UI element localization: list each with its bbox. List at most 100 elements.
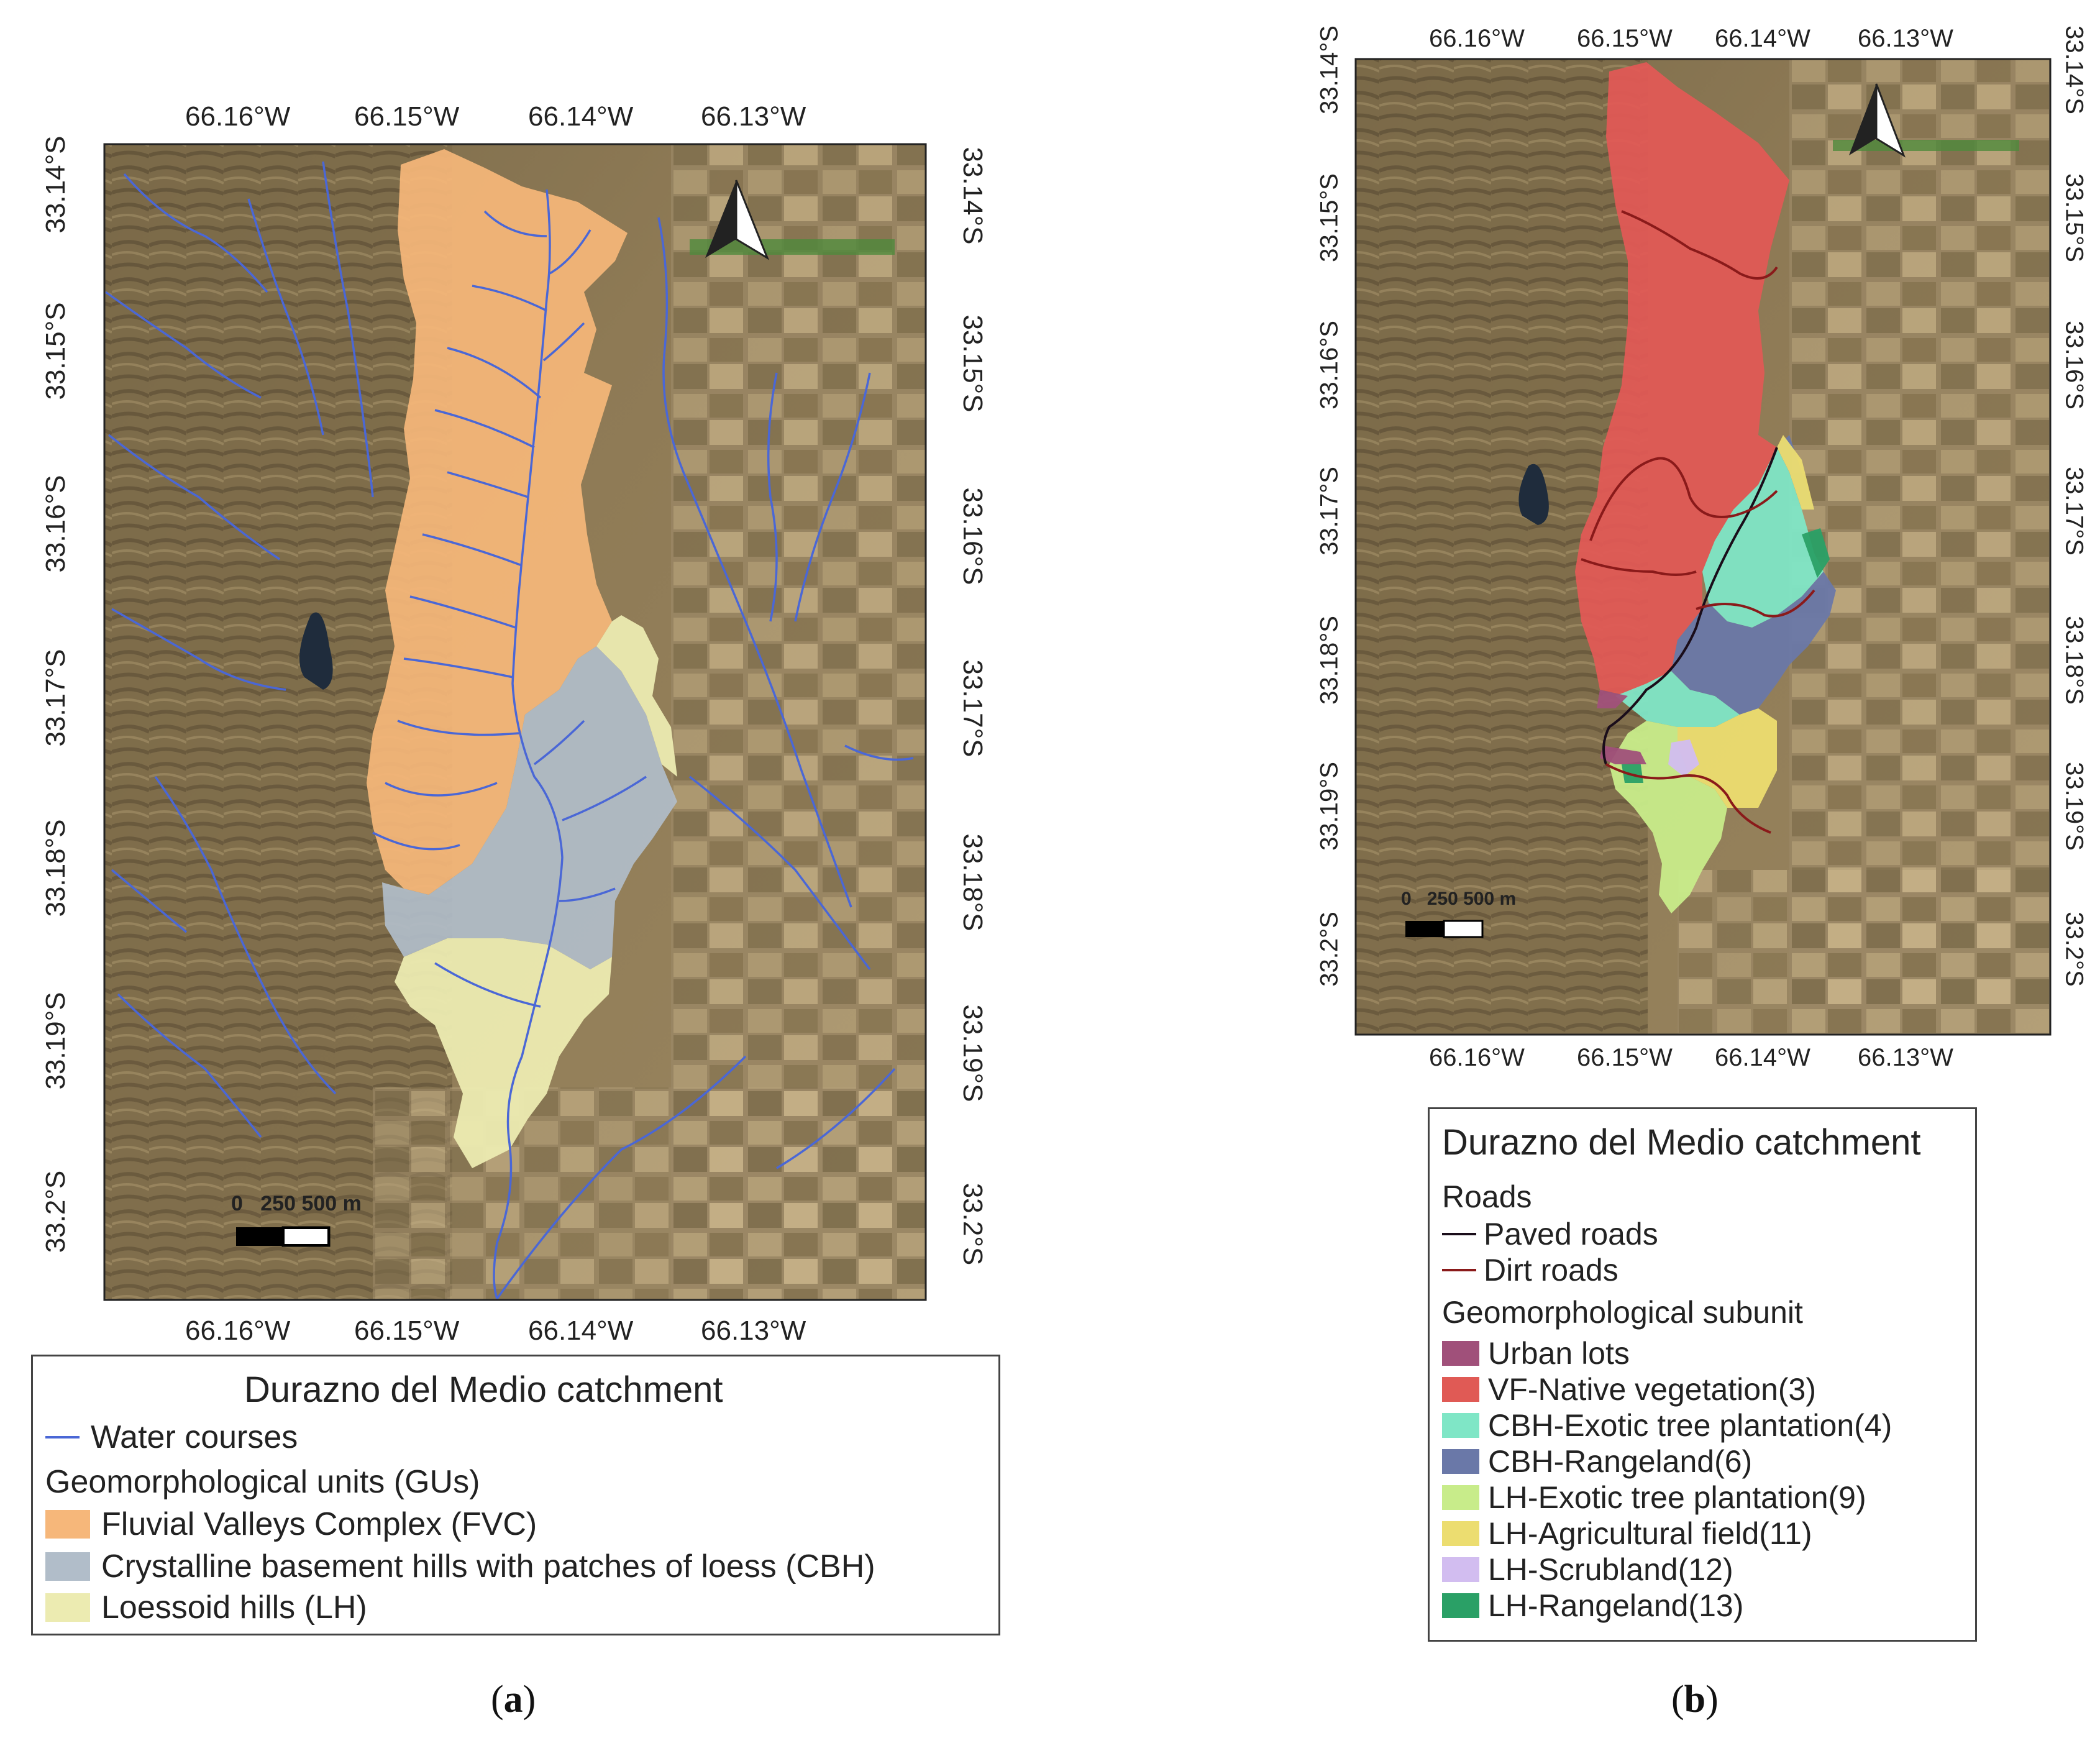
lh-exotic-label: LH-Exotic tree plantation(9) <box>1488 1480 1866 1515</box>
north-arrow-icon <box>1849 83 1906 158</box>
legend-b-subtitle: Geomorphological subunit <box>1442 1295 1803 1330</box>
lat-tick-b-left-2: 33.15°S <box>1315 173 1343 262</box>
legend-b-item-lh-scrub: LH-Scrubland(12) <box>1442 1552 1733 1588</box>
lat-tick-b-left-6: 33.19°S <box>1315 762 1343 851</box>
legend-b-item-lh-agri: LH-Agricultural field(11) <box>1442 1516 1812 1552</box>
legend-b-dirt-row: Dirt roads <box>1442 1252 1618 1288</box>
caption-a: (a) <box>491 1678 536 1721</box>
dirt-road-2 <box>1589 457 1778 541</box>
dirt-road-label: Dirt roads <box>1484 1253 1618 1287</box>
legend-a-item-cbh: Crystalline basement hills with patches … <box>45 1548 875 1585</box>
fvc-label: Fluvial Valleys Complex (FVC) <box>101 1506 537 1542</box>
legend-b-title: Durazno del Medio catchment <box>1442 1122 1921 1163</box>
lat-tick-b-right-6: 33.19°S <box>2060 762 2088 851</box>
legend-a-subtitle: Geomorphological units (GUs) <box>45 1464 480 1500</box>
subunit-lh-scrub <box>1668 739 1699 777</box>
lon-tick-a-top-4: 66.13°W <box>701 101 806 132</box>
urban-label: Urban lots <box>1488 1336 1630 1371</box>
urban-swatch <box>1442 1341 1479 1366</box>
lh-swatch <box>45 1593 90 1622</box>
lon-tick-b-bot-3: 66.14°W <box>1715 1044 1810 1071</box>
lh-agri-swatch <box>1442 1521 1479 1546</box>
lon-tick-b-bot-4: 66.13°W <box>1858 1044 1953 1071</box>
gu-lh-south <box>395 938 612 1168</box>
lat-tick-b-right-4: 33.17°S <box>2060 467 2088 556</box>
lon-tick-b-bot-2: 66.15°W <box>1577 1044 1673 1071</box>
lat-tick-b-right-2: 33.15°S <box>2060 173 2088 262</box>
scale-label-250: 250 <box>260 1192 296 1215</box>
legend-b-roads-heading: Roads <box>1442 1179 1532 1214</box>
legend-b-item-cbh-exotic: CBH-Exotic tree plantation(4) <box>1442 1407 1892 1443</box>
lh-agri-label: LH-Agricultural field(11) <box>1488 1516 1812 1551</box>
scale-label-b-500: 500 m <box>1463 889 1517 909</box>
legend-a-water-label: Water courses <box>91 1419 298 1455</box>
lon-tick-a-bot-3: 66.14°W <box>528 1315 634 1346</box>
water-course-line-icon <box>45 1436 80 1438</box>
caption-b: (b) <box>1671 1678 1719 1721</box>
lat-tick-b-left-1: 33.14°S <box>1315 25 1343 114</box>
subunit-lh-range <box>1622 528 1830 783</box>
dirt-road-4 <box>1696 589 1815 618</box>
legend-b-item-lh-range: LH-Rangeland(13) <box>1442 1588 1743 1624</box>
lh-label: Loessoid hills (LH) <box>101 1589 367 1626</box>
lon-tick-b-top-3: 66.14°W <box>1715 25 1810 52</box>
roads-b <box>1581 210 1815 834</box>
lh-range-label: LH-Rangeland(13) <box>1488 1588 1744 1623</box>
dirt-road-1 <box>1621 210 1778 280</box>
lon-tick-b-top-2: 66.15°W <box>1577 25 1673 52</box>
legend-b: Durazno del Medio catchment Roads Paved … <box>1428 1107 1977 1642</box>
cbh-range-swatch <box>1442 1449 1479 1474</box>
lon-tick-a-top-2: 66.15°W <box>354 101 460 132</box>
dirt-road-3 <box>1581 558 1697 576</box>
lon-tick-a-bot-1: 66.16°W <box>185 1315 291 1346</box>
vf-native-swatch <box>1442 1377 1479 1402</box>
scale-bar-b <box>1405 920 1484 938</box>
subunit-urban <box>1597 690 1646 764</box>
lh-scrub-swatch <box>1442 1557 1479 1582</box>
legend-a-item-fvc: Fluvial Valleys Complex (FVC) <box>45 1506 537 1543</box>
vf-native-label: VF-Native vegetation(3) <box>1488 1372 1817 1407</box>
lon-tick-a-bot-2: 66.15°W <box>354 1315 460 1346</box>
legend-b-item-vf-native: VF-Native vegetation(3) <box>1442 1371 1816 1407</box>
lon-tick-a-top-1: 66.16°W <box>185 101 291 132</box>
water-courses-a <box>104 161 914 1300</box>
legend-a: Durazno del Medio catchment Water course… <box>31 1355 1000 1635</box>
legend-a-title: Durazno del Medio catchment <box>244 1370 723 1410</box>
map-b-frame <box>1356 59 2050 1035</box>
map-b-border <box>1354 58 2052 1036</box>
legend-b-item-cbh-range: CBH-Rangeland(6) <box>1442 1443 1752 1480</box>
lat-tick-b-left-3: 33.16°S <box>1315 321 1343 409</box>
cbh-swatch <box>45 1552 90 1581</box>
paved-road-label: Paved roads <box>1484 1217 1658 1251</box>
scale-labels-a: 0 250 500 m <box>231 1192 362 1216</box>
lh-range-swatch <box>1442 1593 1479 1618</box>
lon-tick-a-bot-4: 66.13°W <box>701 1315 806 1346</box>
lat-tick-b-left-4: 33.17°S <box>1315 467 1343 556</box>
cbh-label: Crystalline basement hills with patches … <box>101 1548 875 1585</box>
lh-scrub-label: LH-Scrubland(12) <box>1488 1552 1733 1587</box>
subunit-vf-native <box>1575 62 1789 696</box>
subunit-cbh-exotic-2 <box>1615 671 1740 727</box>
scale-label-b-250: 250 <box>1427 889 1458 909</box>
map-a-border <box>103 143 927 1301</box>
cbh-range-label: CBH-Rangeland(6) <box>1488 1444 1753 1479</box>
lat-tick-b-left-5: 33.18°S <box>1315 616 1343 705</box>
lon-tick-b-bot-1: 66.16°W <box>1429 1044 1525 1071</box>
north-arrow-icon <box>705 180 770 260</box>
lon-tick-b-top-1: 66.16°W <box>1429 25 1525 52</box>
lat-tick-b-right-1: 33.14°S <box>2060 25 2088 114</box>
scale-label-b-0: 0 <box>1401 889 1412 909</box>
fvc-swatch <box>45 1510 90 1539</box>
paved-road <box>1602 447 1778 765</box>
legend-a-item-lh: Loessoid hills (LH) <box>45 1589 367 1626</box>
cbh-exotic-label: CBH-Exotic tree plantation(4) <box>1488 1408 1892 1443</box>
gu-fvc <box>367 149 628 895</box>
lat-tick-b-right-5: 33.18°S <box>2060 616 2088 705</box>
subunit-cbh-range <box>1671 435 1836 715</box>
legend-b-item-urban: Urban lots <box>1442 1335 1630 1371</box>
scale-bar-a-white <box>283 1227 329 1246</box>
scale-label-0: 0 <box>231 1192 243 1215</box>
lon-tick-b-top-4: 66.13°W <box>1858 25 1953 52</box>
